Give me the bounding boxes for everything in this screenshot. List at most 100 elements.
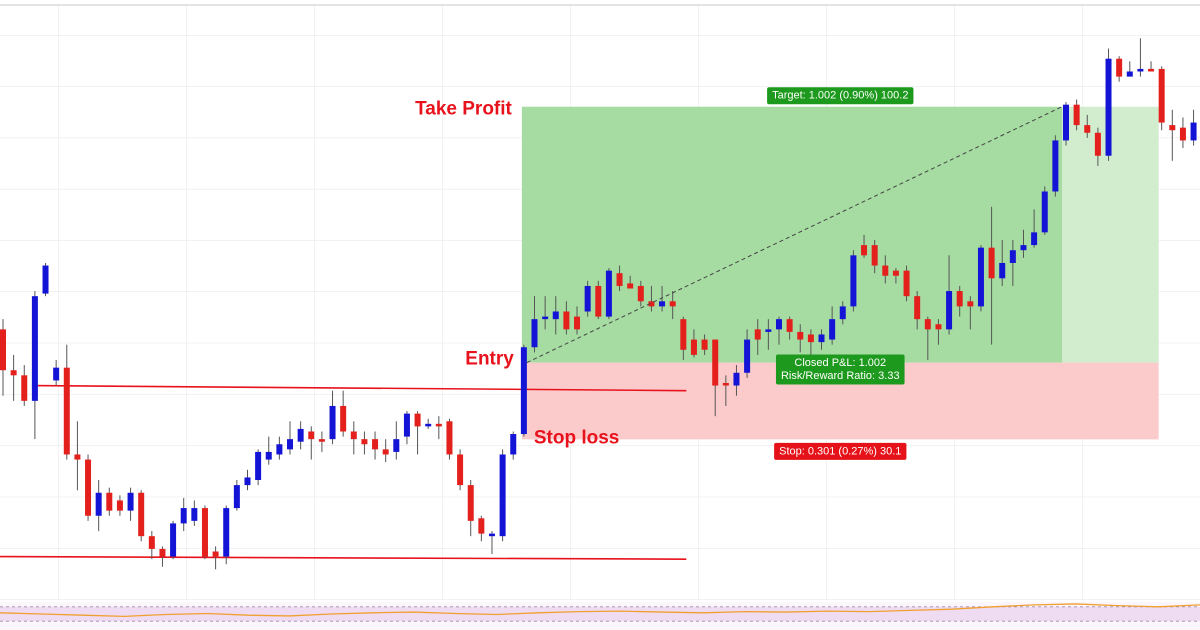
candle-body xyxy=(318,439,325,442)
candle-body xyxy=(1105,58,1112,156)
candle-body xyxy=(42,265,49,294)
candle-body xyxy=(393,439,400,452)
take-profit-label: Take Profit xyxy=(415,99,512,120)
trade-path xyxy=(526,106,1063,364)
candle-body xyxy=(882,265,889,276)
candle-body xyxy=(999,262,1006,279)
candle-body xyxy=(605,270,612,317)
candle-body xyxy=(255,451,262,480)
candle-body xyxy=(1094,132,1101,156)
candle-body xyxy=(85,459,92,516)
entry-label: Entry xyxy=(465,349,514,370)
candle-body xyxy=(680,319,687,350)
candle-body xyxy=(457,454,464,486)
stop-loss-label: Stop loss xyxy=(534,427,620,448)
candle-body xyxy=(1031,232,1038,246)
candle-body xyxy=(148,536,155,549)
candle-body xyxy=(563,311,570,330)
candle-body xyxy=(574,316,581,330)
candle-body xyxy=(382,449,389,455)
target-box-text: Target: 1.002 (0.90%) 100.2 xyxy=(772,90,908,102)
candle-body xyxy=(754,329,761,340)
candle-body xyxy=(839,306,846,320)
candle-body xyxy=(648,301,655,307)
candle-body xyxy=(1063,104,1069,141)
candle-body xyxy=(1179,127,1186,141)
candle-body xyxy=(977,247,984,307)
candle-body xyxy=(1190,122,1197,141)
candle-body xyxy=(446,421,453,455)
candle-body xyxy=(361,439,368,445)
candle-body xyxy=(372,439,379,450)
candle-body xyxy=(659,301,666,307)
candle-body xyxy=(1052,140,1059,192)
candle-body xyxy=(0,329,6,371)
candle-body xyxy=(276,444,283,455)
candle-body xyxy=(425,423,432,427)
candle-body xyxy=(807,334,814,343)
candle-body xyxy=(414,413,421,427)
candle-body xyxy=(903,270,910,297)
candle-body xyxy=(935,324,942,330)
candle-body xyxy=(212,551,219,557)
candle-body xyxy=(265,451,272,460)
candle-body xyxy=(829,319,836,340)
indicator-line xyxy=(0,603,1200,618)
candle-body xyxy=(350,431,357,440)
target-box-bg xyxy=(767,87,914,105)
candle-body xyxy=(861,245,868,256)
level-line xyxy=(31,384,687,392)
candle-body xyxy=(1073,104,1080,126)
candle-body xyxy=(403,413,410,437)
candle-body xyxy=(701,339,708,350)
candle-body xyxy=(892,270,899,276)
candle-body xyxy=(1020,245,1027,251)
candle-body xyxy=(616,273,623,286)
candle-body xyxy=(488,533,495,537)
candle-body xyxy=(340,405,347,432)
candle-body xyxy=(1169,125,1176,131)
candle-body xyxy=(712,339,719,386)
candle-body xyxy=(95,492,102,516)
candle-body xyxy=(1137,68,1144,72)
pnl-box-text: Risk/Reward Ratio: 3.33 xyxy=(781,370,900,382)
candle-body xyxy=(595,285,602,317)
candle-body xyxy=(116,500,123,511)
pnl-box-bg xyxy=(775,354,905,385)
candle-body xyxy=(744,339,751,373)
candle-body xyxy=(223,508,230,557)
candle-body xyxy=(201,508,208,557)
candle-body xyxy=(170,523,177,557)
candle-body xyxy=(53,367,60,381)
candle-body xyxy=(191,508,198,521)
candle-body xyxy=(637,285,644,302)
candle-body xyxy=(552,311,559,320)
candle-body xyxy=(499,454,506,537)
candle-body xyxy=(765,329,772,332)
candle-body xyxy=(967,301,974,307)
candle-body xyxy=(627,283,634,289)
candle-body xyxy=(233,485,240,509)
candle-body xyxy=(850,255,857,307)
target-box: Target: 1.002 (0.90%) 100.2 xyxy=(767,87,914,105)
candle-body xyxy=(520,347,527,435)
candle-body xyxy=(871,245,878,266)
candle-body xyxy=(21,375,28,401)
candle-body xyxy=(914,296,921,320)
candle-body xyxy=(10,370,17,376)
candle-body xyxy=(435,423,442,427)
candle-body xyxy=(180,508,187,524)
candle-body xyxy=(722,382,729,386)
candle-body xyxy=(1148,68,1155,72)
candle-body xyxy=(127,492,134,511)
candle-body xyxy=(467,485,474,521)
candle-body xyxy=(924,319,931,330)
candle-body xyxy=(244,477,251,486)
candle-body xyxy=(733,372,740,386)
candle-body xyxy=(138,492,145,537)
candle-body xyxy=(531,319,538,348)
candle-body xyxy=(584,285,591,312)
candle-body xyxy=(74,454,81,460)
